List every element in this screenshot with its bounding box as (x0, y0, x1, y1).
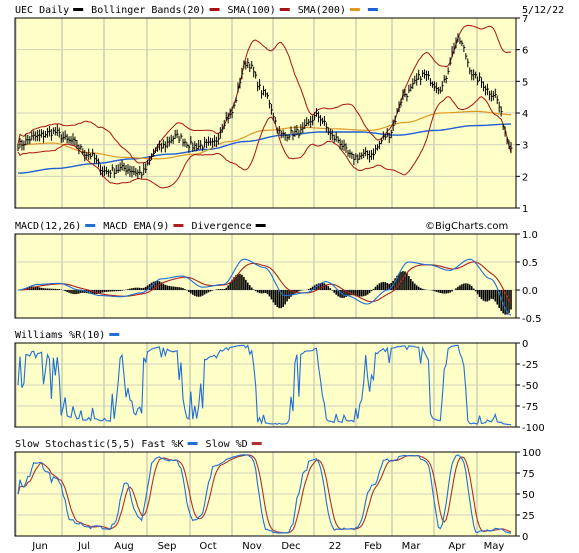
legend-label: Bollinger Bands(20) (91, 5, 205, 16)
price-tick-label: 6 (522, 46, 528, 57)
month-label: May (484, 541, 505, 552)
williams-tick-label: -100 (522, 423, 545, 434)
month-label: Sep (158, 541, 177, 552)
month-label: Apr (448, 541, 466, 552)
legend-swatch (85, 224, 96, 227)
legend-label: Slow %D (206, 439, 248, 450)
williams-r-line (17, 344, 512, 426)
price-tick-label: 2 (522, 172, 528, 183)
legend-label: MACD EMA(9) (103, 221, 169, 232)
legend-swatch (209, 8, 220, 11)
legend-swatch (173, 224, 184, 227)
legend-swatch (367, 8, 378, 11)
legend-label: MACD(12,26) (15, 221, 81, 232)
stoch-tick-label: 0 (522, 532, 528, 543)
legend-label: SMA(100) (228, 5, 276, 16)
stoch-tick-label: 75 (522, 469, 535, 480)
bollinger-upper-line (17, 24, 512, 164)
macd-tick-label: 0.5 (522, 258, 538, 269)
stoch-tick-label: 25 (522, 511, 535, 522)
legend-label: UEC Daily (15, 5, 69, 16)
legend-swatch (187, 442, 198, 445)
legend-swatch (73, 8, 84, 11)
price-tick-label: 4 (522, 109, 528, 120)
williams-tick-label: 0 (522, 339, 528, 350)
price-tick-label: 5 (522, 77, 528, 88)
legend-label: Slow Stochastic(5,5) Fast %K (15, 439, 184, 450)
fast-k-line (17, 454, 512, 534)
price-tick-label: 3 (522, 141, 528, 152)
macd-tick-label: -0.5 (522, 314, 542, 325)
williams-tick-label: -25 (522, 360, 538, 371)
chart-date: 5/12/22 (522, 5, 564, 16)
legend-label: Williams %R(10) (15, 330, 105, 341)
month-label: Jun (31, 541, 48, 552)
month-label: Dec (281, 541, 300, 552)
macd-line (17, 258, 512, 316)
month-label: Jul (77, 541, 90, 552)
legend-swatch (279, 8, 290, 11)
williams-tick-label: -50 (522, 381, 538, 392)
legend-label: Divergence (191, 221, 251, 232)
legend-swatch (251, 442, 262, 445)
month-label: Mar (402, 541, 422, 552)
macd-plot-area (15, 234, 516, 318)
month-label: 22 (329, 541, 342, 552)
month-label: Nov (242, 541, 262, 552)
sma100-line (18, 110, 511, 160)
price-tick-label: 7 (522, 14, 528, 25)
macd-panel-frame (14, 233, 517, 319)
macd-tick-label: 0.0 (522, 286, 538, 297)
month-label: Oct (199, 541, 216, 552)
macd-tick-label: 1.0 (522, 230, 538, 241)
williams-tick-label: -75 (522, 402, 538, 413)
month-label: Feb (364, 541, 382, 552)
legend-label: SMA(200) (298, 5, 346, 16)
brand-watermark: ©BigCharts.com (425, 221, 508, 232)
legend-swatch (255, 224, 266, 227)
month-label: Aug (114, 541, 134, 552)
price-tick-label: 1 (522, 204, 528, 215)
legend-swatch (109, 333, 120, 336)
stoch-tick-label: 50 (522, 490, 535, 501)
stoch-tick-label: 100 (522, 448, 541, 459)
legend-swatch (349, 8, 360, 11)
